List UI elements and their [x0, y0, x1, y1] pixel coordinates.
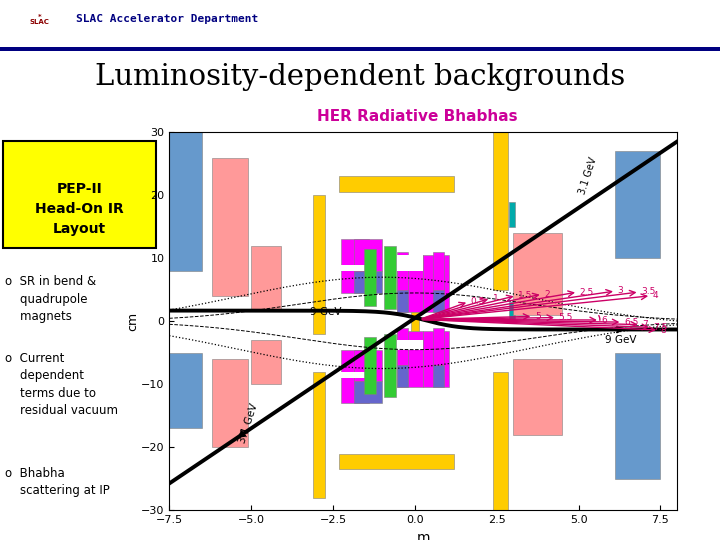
Bar [340, 454, 454, 469]
Text: 6.5: 6.5 [624, 318, 639, 327]
Text: 5: 5 [535, 312, 541, 321]
Bar [423, 330, 449, 388]
Bar [411, 312, 419, 330]
Y-axis label: cm: cm [127, 312, 140, 331]
Bar [397, 328, 408, 366]
Bar [397, 330, 423, 388]
Bar [212, 158, 248, 296]
Bar [364, 249, 377, 306]
Bar [384, 334, 396, 397]
Bar [433, 290, 444, 312]
Text: PEP-II: PEP-II [57, 182, 102, 196]
Bar [433, 252, 444, 290]
Text: 6: 6 [601, 315, 607, 325]
Bar [615, 151, 660, 258]
Text: Layout: Layout [53, 222, 106, 236]
Bar [397, 366, 408, 388]
Text: SLAC Accelerator Department: SLAC Accelerator Department [76, 15, 258, 24]
Bar [341, 350, 369, 403]
Text: o  SR in bend &
    quadrupole
    magnets: o SR in bend & quadrupole magnets [5, 275, 96, 323]
Bar [313, 195, 325, 334]
Bar [354, 271, 382, 293]
Bar [433, 366, 444, 388]
Bar [397, 340, 423, 350]
Bar [423, 255, 449, 312]
Bar [341, 239, 369, 293]
Text: 1.5: 1.5 [518, 291, 533, 300]
Text: Head-On IR: Head-On IR [35, 202, 124, 216]
Bar [397, 255, 423, 312]
Text: 3.1 GeV: 3.1 GeV [237, 402, 259, 445]
Text: 2.5: 2.5 [580, 287, 594, 296]
Bar [397, 252, 408, 290]
Bar [169, 132, 202, 271]
Text: 7.5: 7.5 [654, 323, 668, 332]
Bar [493, 372, 508, 510]
Text: 3.1 GeV: 3.1 GeV [577, 156, 599, 196]
Text: 7: 7 [642, 320, 648, 329]
Text: 0.5: 0.5 [471, 297, 485, 306]
Text: HER Radiative Bhabhas: HER Radiative Bhabhas [318, 109, 518, 124]
Bar [397, 255, 423, 271]
Bar [509, 201, 515, 227]
Bar [615, 353, 660, 479]
Bar [354, 381, 382, 403]
FancyBboxPatch shape [4, 141, 156, 248]
Bar [354, 350, 382, 381]
Text: o  Bhabha
    scattering at IP: o Bhabha scattering at IP [5, 467, 110, 497]
Bar [513, 359, 562, 435]
Text: 3: 3 [618, 287, 624, 295]
FancyBboxPatch shape [0, 47, 720, 51]
Text: 3.5: 3.5 [641, 287, 655, 296]
Text: *
SLAC: * SLAC [30, 14, 50, 25]
Bar [341, 265, 369, 271]
Text: 1: 1 [492, 294, 498, 303]
Text: 9 GeV: 9 GeV [605, 335, 636, 346]
Bar [384, 246, 396, 309]
Text: Luminosity-dependent backgrounds: Luminosity-dependent backgrounds [95, 63, 625, 91]
Bar [509, 302, 515, 321]
Text: 4: 4 [653, 291, 658, 300]
Text: 8: 8 [661, 326, 667, 335]
Bar [340, 177, 454, 192]
Bar [493, 132, 508, 290]
Bar [341, 372, 369, 378]
X-axis label: m: m [416, 531, 430, 540]
Text: 9 GeV: 9 GeV [310, 307, 341, 317]
Bar [513, 233, 562, 315]
Bar [354, 239, 382, 271]
Bar [313, 372, 325, 498]
Bar [212, 359, 248, 447]
Text: 2: 2 [544, 289, 550, 299]
Text: o  Current
    dependent
    terms due to
    residual vacuum: o Current dependent terms due to residua… [5, 352, 118, 417]
Text: 5.5: 5.5 [559, 313, 573, 322]
Bar [251, 340, 281, 384]
Bar [169, 353, 202, 428]
Bar [397, 290, 408, 312]
Bar [433, 328, 444, 366]
Bar [364, 337, 377, 394]
Bar [251, 246, 281, 309]
